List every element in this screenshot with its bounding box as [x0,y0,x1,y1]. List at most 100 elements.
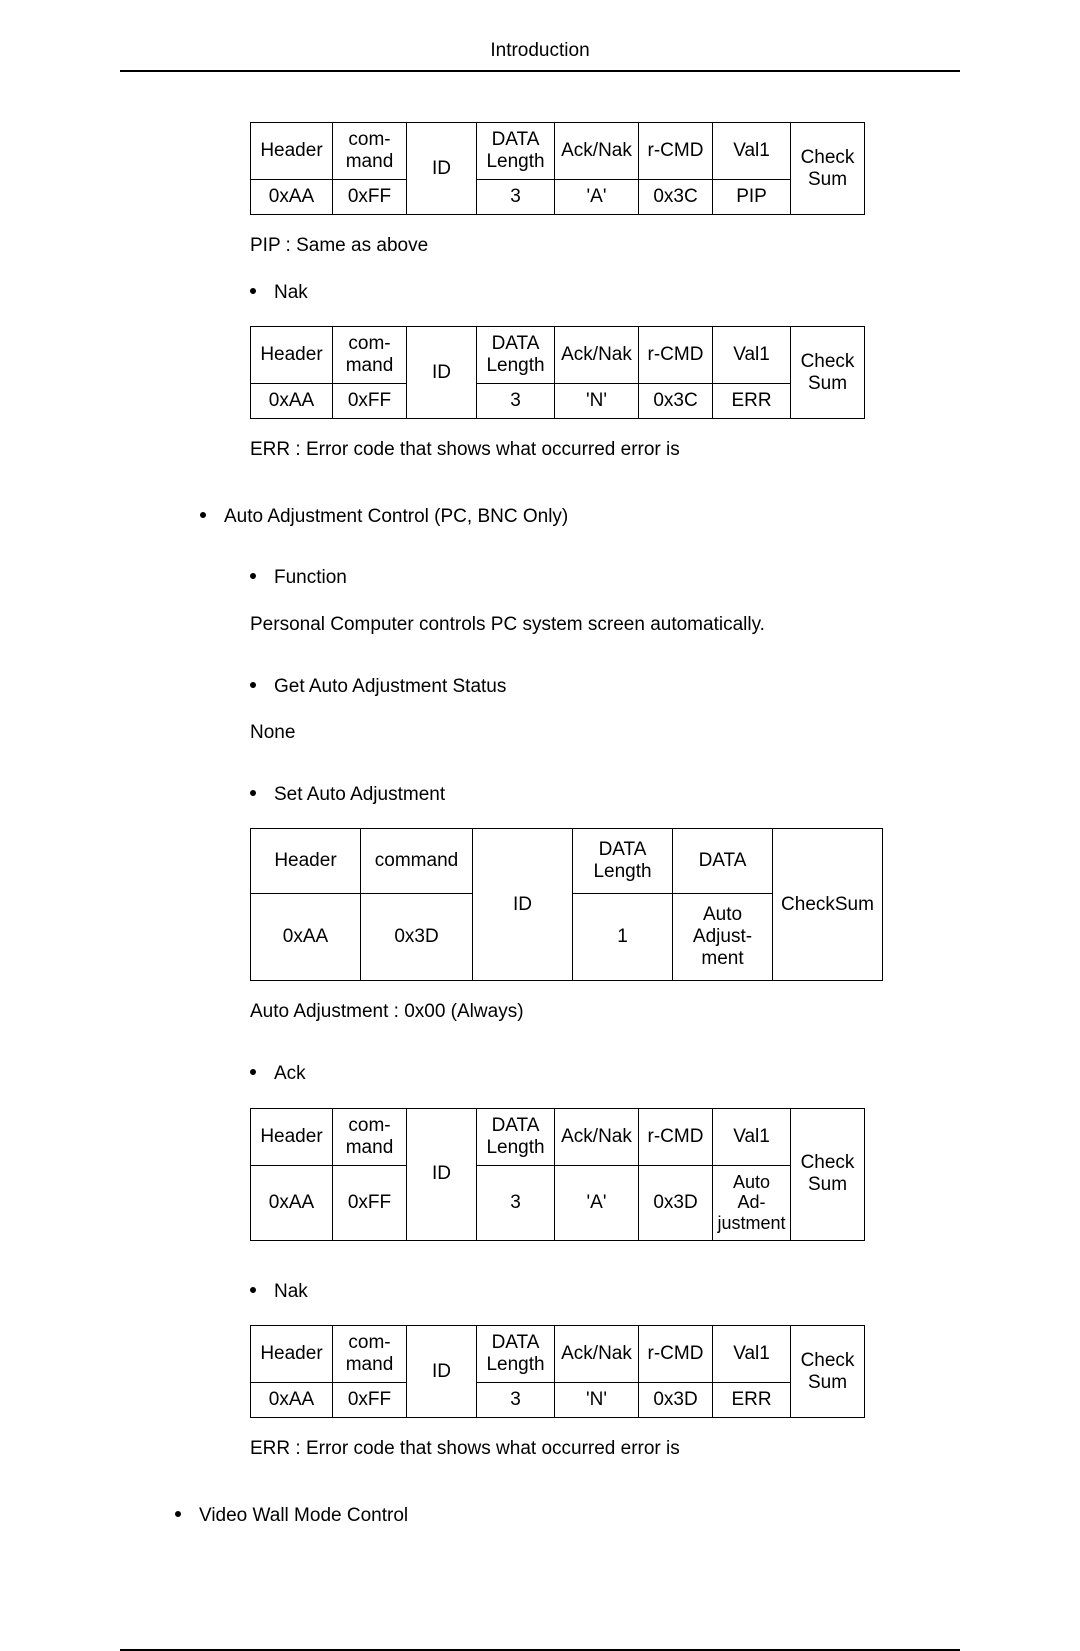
th-acknak: Ack/Nak [555,327,639,384]
td-header: 0xAA [251,180,333,215]
table-ack: Header com- mand ID DATA Length Ack/Nak … [250,1108,865,1241]
function-desc: Personal Computer controls PC system scr… [250,612,960,639]
th-command: com- mand [333,123,407,180]
td-command: 0xFF [333,180,407,215]
td-header: 0xAA [251,1165,333,1240]
th-header: Header [251,123,333,180]
th-datalen: DATA Length [477,1108,555,1165]
td-datalen: 3 [477,384,555,419]
th-data: DATA [673,829,773,894]
nak2-label: Nak [274,1279,308,1306]
th-datalen: DATA Length [573,829,673,894]
function-bullet: Function [250,565,960,592]
td-header: 0xAA [251,894,361,981]
td-rcmd: 0x3D [639,1165,713,1240]
td-command: 0xFF [333,1165,407,1240]
td-val1: ERR [713,1383,791,1418]
td-acknak: 'N' [555,384,639,419]
th-acknak: Ack/Nak [555,1326,639,1383]
th-command: com- mand [333,327,407,384]
th-rcmd: r-CMD [639,1326,713,1383]
page-root: Introduction Header com- mand ID DATA Le… [0,0,1080,1609]
td-rcmd: 0x3C [639,180,713,215]
th-checksum: Check Sum [791,123,865,215]
ack-bullet: Ack [250,1061,960,1088]
th-acknak: Ack/Nak [555,123,639,180]
th-header: Header [251,829,361,894]
th-checksum: Check Sum [791,1108,865,1240]
nak-bullet: Nak [250,280,960,307]
bullet-icon [250,790,256,796]
th-command: com- mand [333,1326,407,1383]
th-val1: Val1 [713,1108,791,1165]
td-val1: PIP [713,180,791,215]
td-command: 0xFF [333,1383,407,1418]
td-header: 0xAA [251,1383,333,1418]
th-header: Header [251,327,333,384]
err-note: ERR : Error code that shows what occurre… [250,437,960,464]
th-id: ID [407,1326,477,1418]
td-header: 0xAA [251,384,333,419]
set-bullet: Set Auto Adjustment [250,782,960,809]
th-datalen: DATA Length [477,327,555,384]
td-command: 0x3D [361,894,473,981]
bullet-icon [250,1069,256,1075]
set-label: Set Auto Adjustment [274,782,445,809]
td-acknak: 'A' [555,1165,639,1240]
table-pip-ack: Header com- mand ID DATA Length Ack/Nak … [250,122,865,215]
th-id: ID [407,327,477,419]
th-val1: Val1 [713,327,791,384]
td-rcmd: 0x3D [639,1383,713,1418]
th-checksum: CheckSum [773,829,883,981]
nak-label: Nak [274,280,308,307]
td-datalen: 3 [477,180,555,215]
videowall-label: Video Wall Mode Control [199,1503,408,1530]
th-header: Header [251,1108,333,1165]
th-acknak: Ack/Nak [555,1108,639,1165]
auto-adj-bullet: Auto Adjustment Control (PC, BNC Only) [200,504,960,531]
th-header: Header [251,1326,333,1383]
bullet-icon [200,512,206,518]
th-rcmd: r-CMD [639,327,713,384]
td-datalen: 1 [573,894,673,981]
ack-label: Ack [274,1061,306,1088]
table-set: Header command ID DATA Length DATA Check… [250,828,883,981]
th-command: com- mand [333,1108,407,1165]
nak2-bullet: Nak [250,1279,960,1306]
td-val1: ERR [713,384,791,419]
td-acknak: 'A' [555,180,639,215]
table-pip-nak: Header com- mand ID DATA Length Ack/Nak … [250,326,865,419]
td-data: Auto Adjust- ment [673,894,773,981]
bullet-icon [250,573,256,579]
th-rcmd: r-CMD [639,1108,713,1165]
bullet-icon [250,288,256,294]
auto-adj-note: Auto Adjustment : 0x00 (Always) [250,999,960,1026]
auto-adj-title: Auto Adjustment Control (PC, BNC Only) [224,504,568,531]
td-val1: Auto Ad- justment [713,1165,791,1240]
td-datalen: 3 [477,1165,555,1240]
td-rcmd: 0x3C [639,384,713,419]
th-rcmd: r-CMD [639,123,713,180]
bullet-icon [250,1287,256,1293]
th-id: ID [473,829,573,981]
th-id: ID [407,123,477,215]
td-datalen: 3 [477,1383,555,1418]
get-status-label: Get Auto Adjustment Status [274,674,506,701]
th-datalen: DATA Length [477,1326,555,1383]
function-label: Function [274,565,347,592]
td-command: 0xFF [333,384,407,419]
th-val1: Val1 [713,1326,791,1383]
get-status-bullet: Get Auto Adjustment Status [250,674,960,701]
th-command: command [361,829,473,894]
pip-note: PIP : Same as above [250,233,960,260]
th-checksum: Check Sum [791,327,865,419]
table-nak2: Header com- mand ID DATA Length Ack/Nak … [250,1325,865,1418]
err-note2: ERR : Error code that shows what occurre… [250,1436,960,1463]
get-status-value: None [250,720,960,747]
bullet-icon [175,1511,181,1517]
td-acknak: 'N' [555,1383,639,1418]
bullet-icon [250,682,256,688]
th-checksum: Check Sum [791,1326,865,1418]
th-val1: Val1 [713,123,791,180]
th-id: ID [407,1108,477,1240]
